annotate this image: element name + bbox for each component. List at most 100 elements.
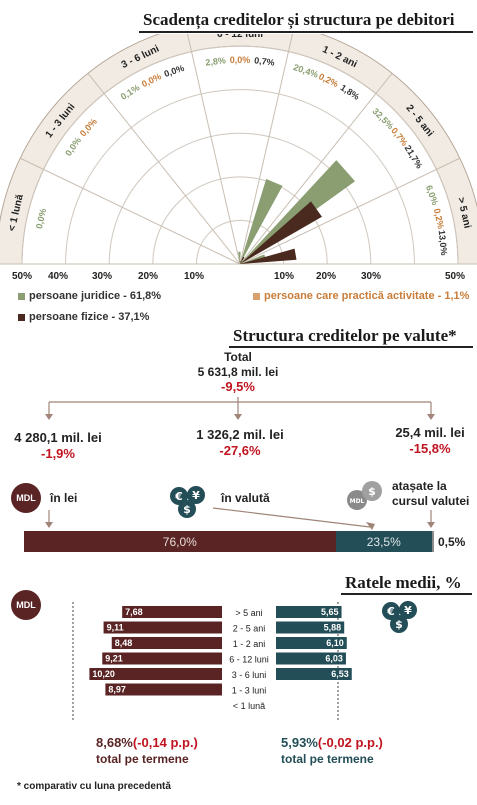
title-underline — [341, 593, 472, 595]
rate-category-label: 1 - 2 ani — [233, 639, 266, 649]
svg-text:$: $ — [368, 485, 376, 498]
currency-coins-icon: € ¥ $ — [168, 485, 208, 519]
radial-tick: 50% — [445, 271, 466, 282]
mdl-total: 8,68%(-0,14 p.p.) — [96, 735, 198, 750]
coin-icon: MDL — [11, 590, 41, 620]
bar-segment-atasate — [431, 531, 434, 552]
rate-category-label: > 5 ani — [235, 608, 262, 618]
svg-text:MDL: MDL — [350, 498, 365, 505]
rate-bar-mdl-label: 8,97 — [108, 685, 126, 695]
polar-bar — [240, 248, 297, 264]
rate-bar-fx — [276, 606, 342, 618]
rate-bar-mdl-label: 9,21 — [105, 654, 123, 664]
grid-ring — [21, 45, 459, 265]
rate-bar-mdl-label: 7,68 — [125, 607, 143, 617]
rate-bar-fx-label: 5,65 — [321, 607, 339, 617]
legend-label: persoane care practică activitate - 1,1% — [264, 290, 470, 302]
polar-value-label: 0,0% — [78, 117, 99, 139]
lei-value: 4 280,1 mil. lei — [14, 430, 102, 445]
rate-category-label: 3 - 6 luni — [232, 670, 267, 680]
grid-ring — [108, 132, 372, 265]
svg-text:¥: ¥ — [192, 489, 200, 502]
atasate-change: -15,8% — [409, 441, 451, 456]
fx-total-change: (-0,02 p.p.) — [317, 735, 383, 750]
lei-change: -1,9% — [41, 446, 75, 461]
legend-juridice: persoane juridice - 61,8% — [18, 290, 161, 302]
polar-value-label: 13,0% — [437, 230, 450, 256]
valuta-change: -27,6% — [219, 443, 261, 458]
grid-spoke — [239, 72, 393, 265]
radial-tick: 30% — [92, 271, 113, 282]
bar-segment-lei: 76,0% — [24, 531, 336, 552]
rate-category-label: 1 - 3 luni — [232, 686, 267, 696]
atasate-label-2: cursul valutei — [392, 494, 470, 508]
svg-text:$: $ — [183, 503, 191, 516]
polar-value-label: 0,0% — [230, 55, 251, 65]
rate-bar-fx — [276, 668, 352, 680]
polar-value-label: 2,8% — [205, 55, 227, 67]
mixed-coins-icon: MDL $ — [345, 478, 385, 514]
svg-text:$: $ — [395, 618, 403, 631]
mdl-total-label: total pe termene — [96, 752, 189, 766]
rate-category-label: < 1 lună — [233, 701, 265, 711]
mdl-total-change: (-0,14 p.p.) — [132, 735, 198, 750]
rate-bar-mdl — [102, 652, 222, 665]
polar-value-label: 21,7% — [403, 143, 425, 170]
radial-ticks-left: 50% 40% 30% 20% 10% — [0, 271, 240, 285]
polar-chart-title: Scadența creditelor și structura pe debi… — [143, 10, 455, 29]
bar-segment-label: 23,5% — [366, 534, 401, 549]
svg-text:€: € — [174, 490, 183, 503]
total-change: -9,5% — [221, 379, 255, 394]
polar-value-label: 0,1% — [119, 82, 142, 101]
rate-bar-mdl-label: 8,48 — [115, 638, 133, 648]
legend-label: persoane fizice - 37,1% — [29, 311, 150, 323]
polar-value-label: 0,0% — [140, 71, 163, 89]
rate-bar-fx-label: 6,53 — [331, 669, 349, 679]
polar-bar — [240, 256, 245, 264]
radial-tick: 10% — [184, 271, 205, 282]
polar-value-label: 0,0% — [34, 207, 48, 229]
radial-tick: 30% — [361, 271, 382, 282]
legend-activitate: persoane care practică activitate - 1,1% — [253, 290, 469, 302]
polar-value-label: 0,0% — [63, 135, 83, 158]
radial-tick: 20% — [316, 271, 337, 282]
currency-stacked-bar: 76,0% 23,5% — [24, 531, 434, 552]
radial-tick: 10% — [274, 271, 295, 282]
coin-icon: MDL — [11, 483, 41, 513]
total-value: 5 631,8 mil. lei — [197, 365, 279, 379]
grid-spoke — [239, 34, 294, 265]
grid-ring — [65, 89, 415, 265]
bar-segment-valuta: 23,5% — [335, 531, 432, 552]
legend-swatch — [253, 292, 260, 300]
grid-spoke — [186, 34, 241, 265]
radial-ticks-right: 10% 20% 30% 50% — [240, 271, 477, 285]
rate-bar-mdl — [122, 606, 222, 618]
fx-total-value: 5,93% — [281, 735, 318, 750]
total-label: Total — [224, 350, 252, 364]
grid-spoke — [239, 157, 461, 265]
polar-bar — [240, 160, 356, 264]
radial-tick: 40% — [48, 271, 69, 282]
rate-bar-mdl — [105, 683, 222, 696]
polar-bar — [240, 178, 283, 264]
bar-segment-label-atasate: 0,5% — [438, 535, 466, 549]
rate-category-label: 2 - 5 ani — [233, 624, 266, 634]
polar-value-label: 1,8% — [339, 82, 362, 101]
fx-total-label: total pe termene — [281, 752, 374, 766]
mdl-total-value: 8,68% — [96, 735, 133, 750]
polar-value-label: 0,2% — [432, 207, 446, 229]
svg-text:€: € — [386, 605, 395, 618]
radial-tick: 50% — [12, 271, 33, 282]
polar-value-label: 6,0% — [424, 184, 440, 207]
rate-bar-fx — [276, 621, 345, 634]
polar-bar — [240, 201, 322, 264]
atasate-label-1: atașate la — [392, 479, 447, 493]
polar-bar — [240, 254, 266, 264]
polar-value-label: 32,5% — [371, 106, 396, 131]
rates-title: Ratele medii, % — [345, 573, 462, 592]
polar-value-label: 0,2% — [317, 71, 340, 89]
valuta-value: 1 326,2 mil. lei — [196, 427, 284, 442]
tree-connectors — [45, 397, 435, 530]
legend-swatch — [18, 313, 25, 321]
